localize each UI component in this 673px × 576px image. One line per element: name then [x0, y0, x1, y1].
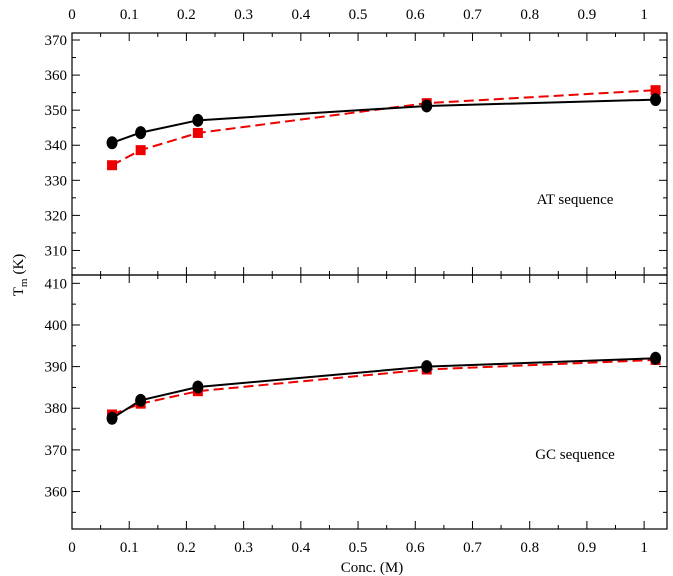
gc-x-tick-label: 1 [640, 540, 648, 556]
y-axis-title: Tm (K) [11, 254, 30, 297]
gc-x-tick-label: 0.6 [406, 540, 425, 556]
at-x-tick-label: 0.5 [349, 7, 368, 23]
at-x-tick-label: 0.7 [463, 7, 482, 23]
gc-y-tick-label: 360 [45, 485, 68, 501]
gc-series-1-point [650, 351, 662, 365]
at-x-tick-label: 0.3 [234, 7, 253, 23]
gc-x-tick-label: 0 [68, 540, 76, 556]
gc-y-tick-label: 370 [45, 443, 68, 459]
at-plot-frame [71, 32, 668, 276]
at-y-tick-label: 360 [45, 68, 68, 84]
panel-gc-sequence: 0 0.1 0.2 0.3 0.4 0.5 0.6 0.7 0.8 0.9 1 360 370 380 39… [45, 274, 668, 556]
gc-x-tick-label: 0.7 [463, 540, 482, 556]
gc-x-tick-label: 0.2 [177, 540, 196, 556]
gc-series-1-point [421, 360, 433, 374]
panel-at-sequence: 0 0.1 0.2 0.3 0.4 0.5 0.6 0.7 0.8 0.9 1 310 320 330 34… [45, 7, 668, 276]
at-series-2-point [135, 145, 146, 156]
at-y-tick-label: 350 [45, 103, 68, 119]
at-series-2-point [192, 127, 203, 138]
gc-x-tick-label: 0.8 [520, 540, 539, 556]
gc-x-tick-label: 0.3 [234, 540, 253, 556]
at-y-tick-label: 310 [45, 243, 68, 259]
at-y-tick-label: 320 [45, 208, 68, 224]
at-x-tick-label: 0.4 [291, 7, 310, 23]
at-x-tick-label: 0.6 [406, 7, 425, 23]
at-series-1-point [421, 99, 433, 113]
gc-series-1-point [135, 393, 147, 407]
at-y-tick-label: 330 [45, 173, 68, 189]
at-x-tick-label: 1 [640, 7, 648, 23]
at-series-1-point [650, 93, 662, 107]
gc-plot-frame [71, 274, 668, 530]
y-axis-title-main: T [11, 287, 27, 296]
at-annotation: AT sequence [537, 192, 614, 208]
at-x-tick-label: 0.1 [120, 7, 139, 23]
gc-x-tick-label: 0.9 [578, 540, 597, 556]
at-series-1-point [192, 113, 204, 127]
at-y-tick-label: 340 [45, 138, 68, 154]
gc-series-1-point [106, 411, 118, 425]
at-x-tick-label: 0.2 [177, 7, 196, 23]
at-series-2-point [650, 85, 661, 96]
gc-y-tick-label: 380 [45, 401, 68, 417]
gc-y-tick-label: 400 [45, 318, 68, 334]
gc-x-tick-label: 0.4 [291, 540, 310, 556]
at-series-1-point [106, 136, 118, 150]
gc-y-tick-label: 410 [45, 276, 68, 292]
at-x-tick-label: 0.9 [578, 7, 597, 23]
gc-series-1-point [192, 380, 204, 394]
gc-x-tick-label: 0.1 [120, 540, 139, 556]
gc-y-tick-label: 390 [45, 360, 68, 376]
at-series-2-point [107, 160, 118, 171]
at-series-1-point [135, 126, 147, 140]
at-y-tick-label: 370 [45, 33, 68, 49]
gc-x-tick-label: 0.5 [349, 540, 368, 556]
x-axis-title: Conc. (M) [341, 560, 404, 576]
gc-annotation: GC sequence [535, 447, 615, 463]
y-axis-title-sub: m [18, 278, 30, 287]
at-x-tick-label: 0.8 [520, 7, 539, 23]
at-x-tick-label: 0 [68, 7, 76, 23]
y-axis-title-unit: (K) [11, 254, 27, 275]
